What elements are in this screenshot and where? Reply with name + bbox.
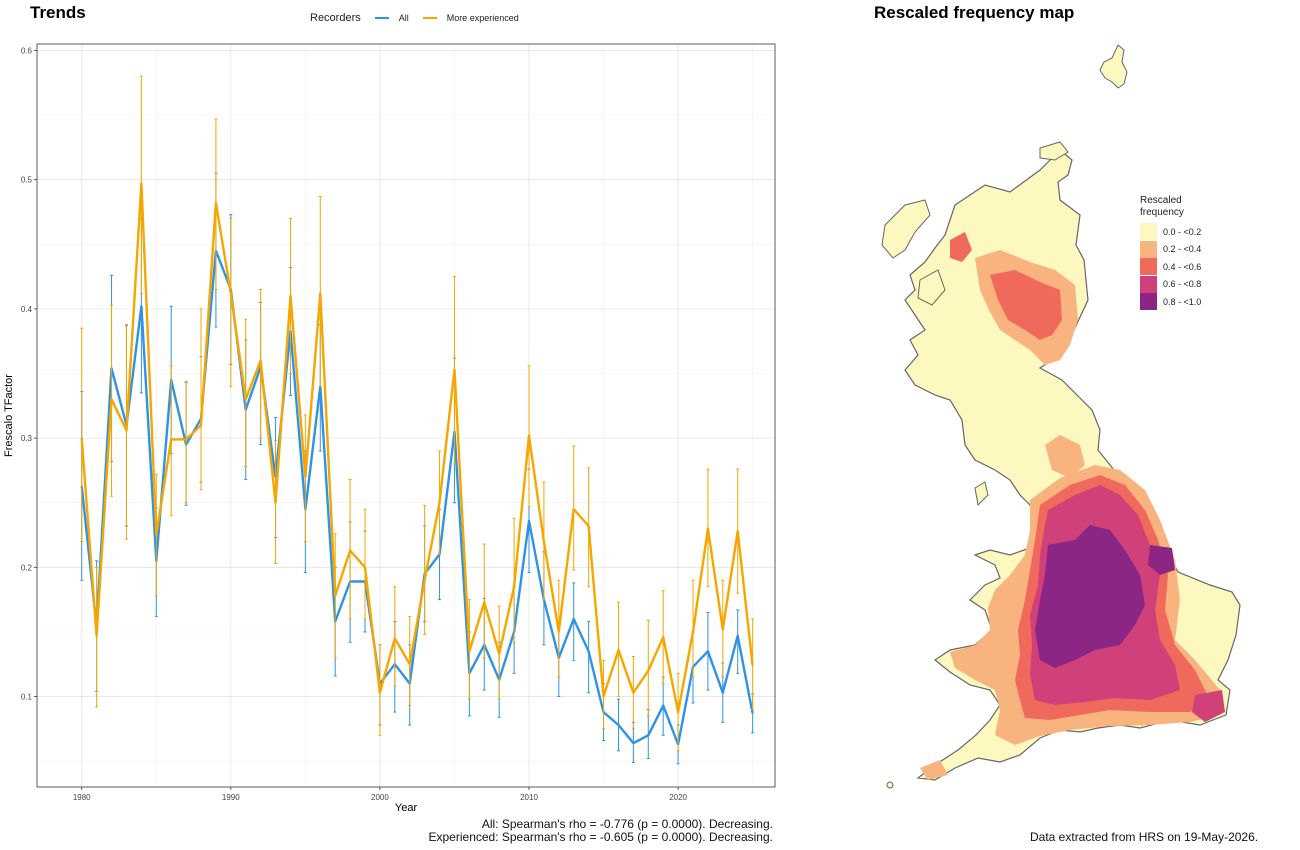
map-legend: Rescaled frequency 0.0 - <0.2 0.2 - <0.4… [1140,195,1201,311]
east-anglia-light [1200,598,1235,640]
trends-chart: 0.1 0.2 0.3 0.4 0.5 0.6 1980 1990 2000 2010 2020 Y… [3,43,776,814]
western-isles [881,199,931,259]
y-tick-label: 0.1 [21,693,33,702]
east-core [1148,545,1175,575]
map-title: Rescaled frequency map [874,3,1075,22]
trends-title: Trends [30,3,86,22]
england-core [1035,525,1145,668]
map-legend-label: 0.2 - <0.4 [1163,244,1202,255]
chart-legend: Recorders All More experienced [310,12,519,24]
series-experienced [80,75,755,752]
series-line [80,182,754,714]
map-legend-row: 0.4 - <0.6 [1140,258,1201,276]
axis-ticks: 0.1 0.2 0.3 0.4 0.5 0.6 1980 1990 2000 2010 2020 [21,46,688,802]
map-legend-title-2: frequency [1140,207,1184,218]
legend-swatch-all [374,17,389,19]
data-credit: Data extracted from HRS on 19-May-2026. [1030,830,1259,844]
map-legend-row: 0.2 - <0.4 [1140,240,1202,259]
highlands-core [990,270,1062,340]
map-legend-label: 0.8 - <1.0 [1163,296,1202,307]
x-tick-label: 2000 [371,793,389,802]
isle-of-man [974,481,989,507]
plot-border [36,43,776,788]
y-tick-label: 0.3 [21,434,33,443]
y-tick-label: 0.2 [21,563,33,572]
x-tick-label: 2020 [669,793,687,802]
west-coast-patch [950,232,972,262]
series-lines [80,75,755,765]
x-tick-label: 1980 [73,793,91,802]
skye [917,269,946,306]
series-line [80,249,754,746]
y-axis-label: Frescalo TFactor [3,374,15,457]
shetland-region [1099,44,1128,89]
y-tick-label: 0.6 [21,46,33,55]
x-tick-label: 1990 [222,793,240,802]
borders-patch [1045,435,1085,478]
map-legend-swatch [1140,258,1157,276]
cornwall-patch [920,760,948,780]
scilly [886,781,894,789]
orkney [1039,141,1069,161]
x-tick-label: 2010 [520,793,538,802]
map-legend-label: 0.0 - <0.2 [1163,226,1202,237]
map-legend-swatch [1140,240,1157,258]
y-tick-label: 0.5 [21,176,33,185]
legend-title: Recorders [310,12,361,24]
map-legend-label: 0.4 - <0.6 [1163,261,1202,272]
map-legend-label: 0.6 - <0.8 [1163,279,1202,290]
map-legend-row: 0.8 - <1.0 [1140,293,1201,311]
map-legend-swatch [1140,223,1157,241]
map-legend-title-1: Rescaled [1140,195,1182,206]
legend-label-experienced: More experienced [446,13,519,23]
series-all [80,172,755,765]
legend-label-all: All [398,13,409,23]
map-legend-swatch [1140,293,1157,311]
map-legend-swatch [1140,275,1157,293]
map-legend-row: 0.0 - <0.2 [1140,223,1201,241]
legend-swatch-experienced [422,17,437,19]
y-tick-label: 0.4 [21,305,33,314]
stats-all: All: Spearman's rho = -0.776 (p = 0.0000… [481,817,773,831]
map-legend-row: 0.6 - <0.8 [1140,275,1202,294]
frequency-map [881,44,1241,789]
southeast-core [1192,690,1225,722]
x-axis-label: Year [395,802,418,814]
stats-experienced: Experienced: Spearman's rho = -0.605 (p … [428,830,774,844]
trend-statistics: All: Spearman's rho = -0.776 (p = 0.0000… [429,818,774,844]
